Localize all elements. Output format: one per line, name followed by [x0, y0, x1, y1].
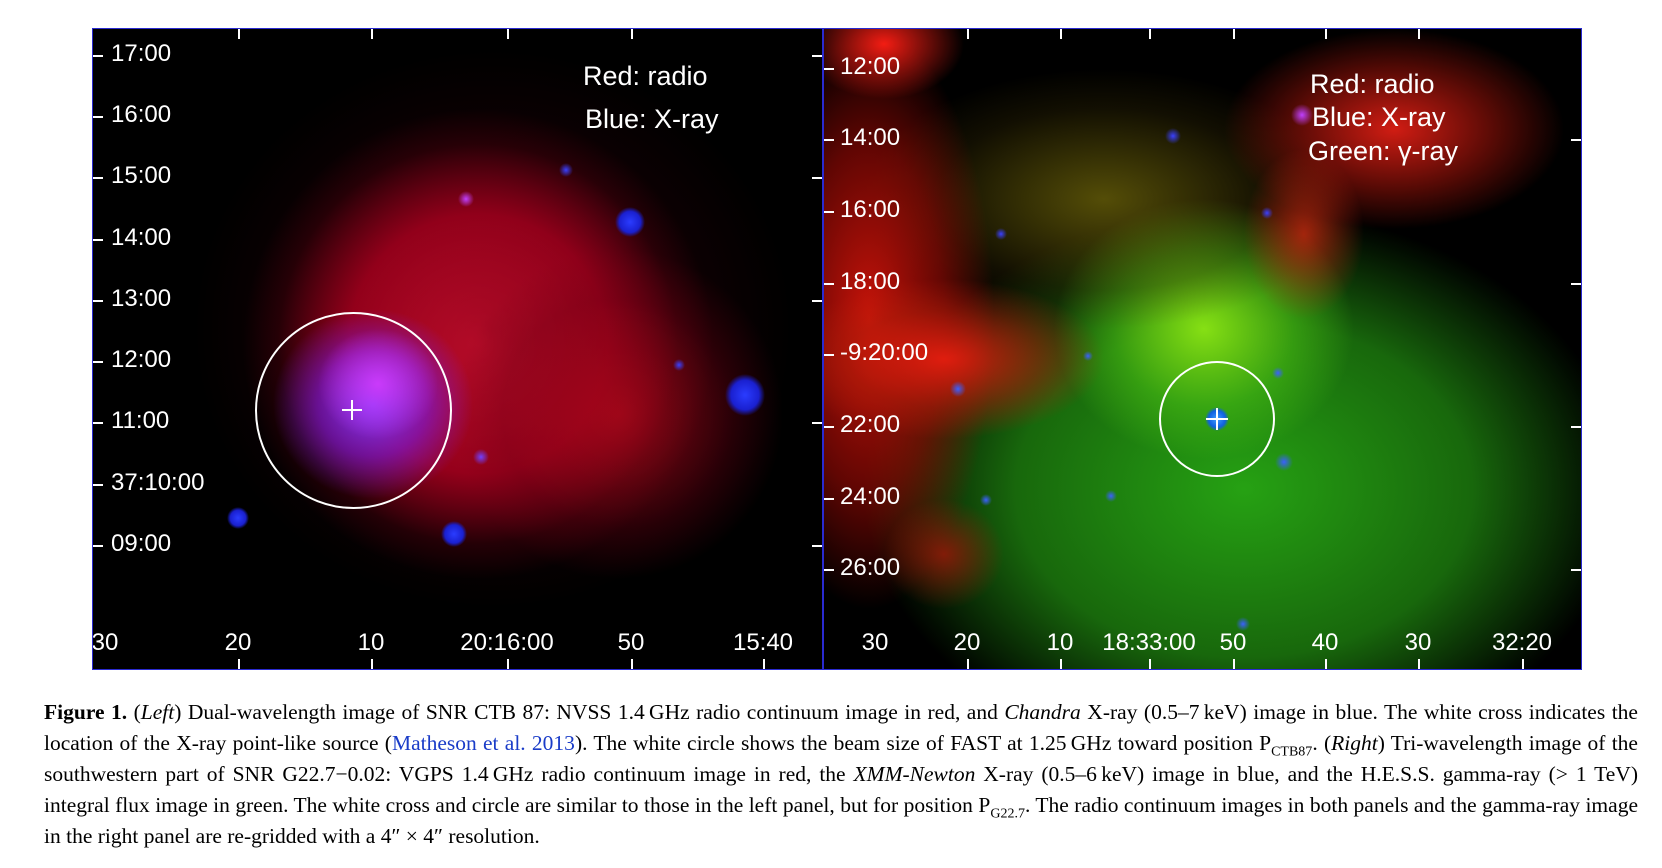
figure-caption: Figure 1. (Left) Dual-wavelength image o…: [44, 697, 1638, 852]
x-tick-label: 15:40: [732, 629, 794, 656]
caption-label: Figure 1.: [44, 700, 128, 724]
caption-text: Right: [1331, 731, 1378, 755]
caption-text: Left: [140, 700, 175, 724]
caption-text: (: [127, 700, 141, 724]
caption-text: ) Tri-wavelength image of the southweste…: [44, 731, 1638, 786]
y-tick-label: 09:00: [111, 530, 172, 557]
caption-text: ). The white circle shows the beam size …: [574, 731, 1272, 755]
y-tick-label: 18:00: [840, 268, 901, 295]
caption-text: . (: [1312, 731, 1332, 755]
legend-xray: Blue: X-ray: [1312, 102, 1446, 132]
x-tick-label: 40: [1311, 629, 1339, 656]
legend-gamma: Green: γ-ray: [1308, 136, 1459, 166]
y-tick-label: 13:00: [111, 285, 172, 312]
legend-xray: Blue: X-ray: [585, 104, 719, 134]
caption-text: XMM-Newton: [853, 762, 976, 786]
caption-subscript: G22.7: [990, 806, 1025, 822]
left-image-panel: Red: radio Blue: X-ray 17:00 16:00 15:00…: [92, 28, 823, 670]
x-tick-label: 10: [357, 629, 385, 656]
caption-text: Chandra: [1004, 700, 1081, 724]
x-tick-label: 30: [92, 629, 119, 656]
y-tick-label: 12:00: [840, 53, 901, 80]
citation-link[interactable]: Matheson et al. 2013: [391, 731, 575, 755]
x-tick-label: 30: [1404, 629, 1432, 656]
y-tick-label: 11:00: [111, 407, 170, 434]
x-tick-label: 50: [1219, 629, 1247, 656]
x-tick-label: 20:16:00: [460, 629, 554, 656]
caption-text: . The radio continuum images in both pan…: [44, 793, 1638, 848]
fast-beam-circle: [1159, 361, 1275, 477]
y-tick-label: 37:10:00: [111, 469, 205, 496]
y-tick-label: 12:00: [111, 346, 172, 373]
legend-radio: Red: radio: [583, 61, 708, 91]
x-tick-label: 20: [953, 629, 981, 656]
caption-text: X-ray (0.5–7 keV) image in blue. The whi…: [44, 700, 1638, 755]
y-tick-label: 17:00: [111, 40, 172, 67]
y-tick-label: 22:00: [840, 411, 901, 438]
y-tick-label: 26:00: [840, 554, 901, 581]
y-tick-label: 24:00: [840, 483, 901, 510]
x-tick-label: 32:20: [1491, 629, 1553, 656]
y-tick-label: -9:20:00: [840, 339, 929, 366]
caption-subscript: CTB87: [1271, 744, 1313, 760]
caption-text: X-ray (0.5–6 keV) image in blue, and the…: [44, 762, 1638, 817]
y-tick-label: 15:00: [111, 162, 172, 189]
x-tick-label: 20: [224, 629, 252, 656]
y-tick-label: 14:00: [111, 224, 172, 251]
caption-text: ) Dual-wavelength image of SNR CTB 87: N…: [174, 700, 1005, 724]
y-tick-label: 14:00: [840, 124, 901, 151]
fast-beam-circle: [255, 312, 452, 509]
x-tick-label: 30: [861, 629, 889, 656]
legend-radio: Red: radio: [1310, 69, 1435, 99]
x-tick-label: 18:33:00: [1102, 629, 1196, 656]
y-tick-label: 16:00: [111, 101, 172, 128]
y-tick-label: 16:00: [840, 196, 901, 223]
right-image-panel: Red: radio Blue: X-ray Green: γ-ray 12:0…: [823, 28, 1582, 670]
x-tick-label: 50: [617, 629, 645, 656]
x-tick-label: 10: [1046, 629, 1074, 656]
